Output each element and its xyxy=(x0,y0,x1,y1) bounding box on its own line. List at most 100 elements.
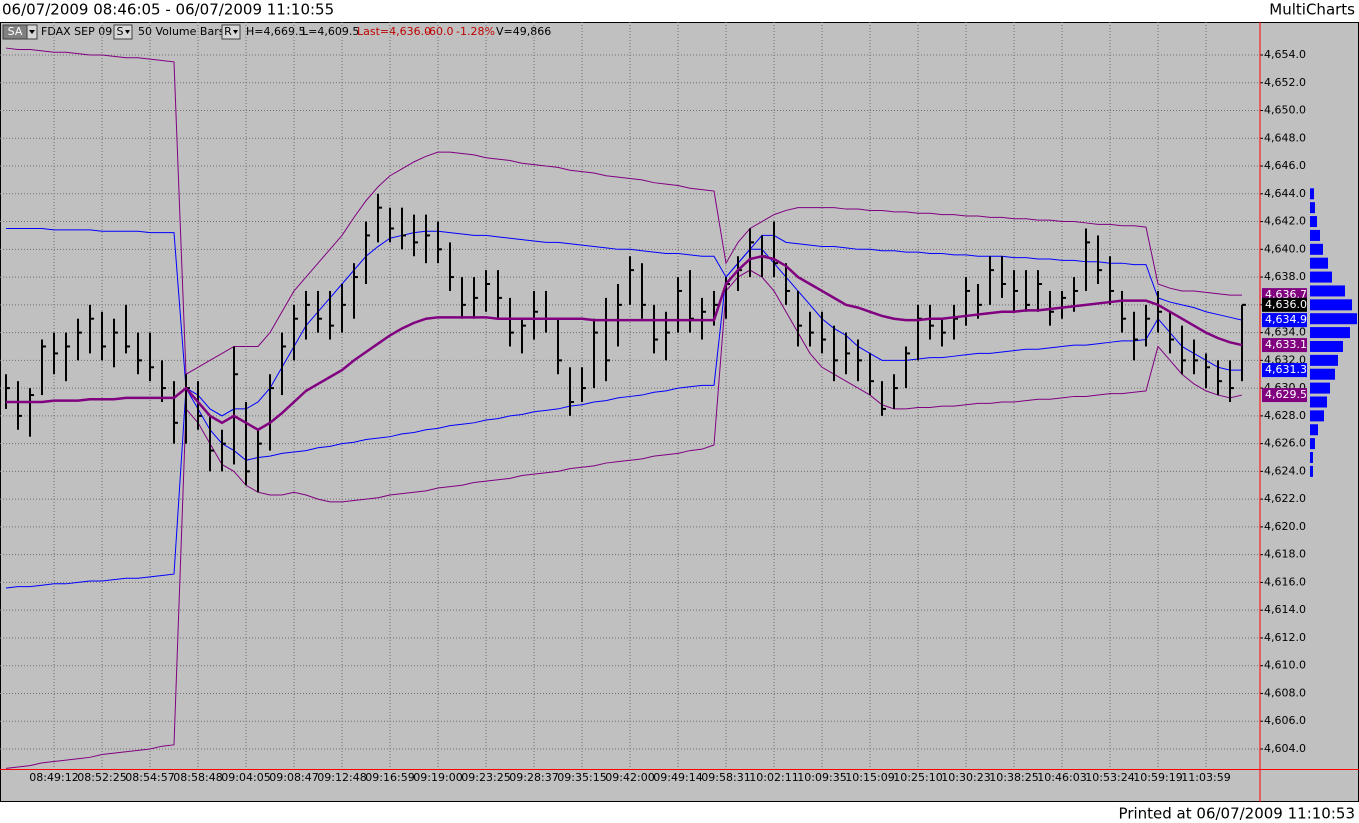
x-tick-label: 08:58:48 xyxy=(173,771,222,784)
symbol-name: FDAX SEP 09 xyxy=(41,25,112,38)
y-tick-label: 4,606.0 xyxy=(1264,714,1306,727)
chart-background xyxy=(0,22,1359,802)
volume-profile-bar xyxy=(1310,285,1345,297)
volume-profile-bar xyxy=(1310,271,1332,283)
dropdown-arrow xyxy=(29,30,35,34)
x-tick-label: 10:02:11 xyxy=(749,771,798,784)
volume-profile-bar xyxy=(1310,243,1323,255)
y-tick-label: 4,642.0 xyxy=(1264,215,1306,228)
x-tick-label: 10:46:03 xyxy=(1037,771,1086,784)
y-tick-label: 4,616.0 xyxy=(1264,575,1306,588)
y-tick-label: 4,628.0 xyxy=(1264,409,1306,422)
volume-profile-bar xyxy=(1310,465,1313,477)
x-tick-label: 10:09:35 xyxy=(797,771,846,784)
volume-profile-bar xyxy=(1310,229,1320,241)
volume-profile-bar xyxy=(1310,396,1327,408)
symbol-button-label[interactable]: SA xyxy=(8,25,23,38)
volume: V=49,866 xyxy=(496,25,551,38)
y-tick-label: 4,644.0 xyxy=(1264,187,1306,200)
volume-profile-bar xyxy=(1310,424,1318,436)
y-tick-label: 4,654.0 xyxy=(1264,48,1306,61)
x-tick-label: 09:58:31 xyxy=(701,771,750,784)
indicator-line xyxy=(5,248,1242,589)
y-tick-label: 4,604.0 xyxy=(1264,742,1306,755)
indicator-line xyxy=(6,227,1243,417)
y-tick-label: 4,618.0 xyxy=(1264,548,1306,561)
price-marker-label: 4,636.0 xyxy=(1265,298,1307,311)
price-marker-label: 4,631.3 xyxy=(1265,363,1307,376)
volume-profile-bar xyxy=(1310,382,1330,394)
x-tick-label: 09:19:00 xyxy=(413,771,462,784)
x-tick-label: 10:30:23 xyxy=(941,771,990,784)
volume-profile-bar xyxy=(1310,216,1317,228)
x-tick-label: 09:35:15 xyxy=(557,771,606,784)
x-tick-label: 09:16:59 xyxy=(365,771,414,784)
price-marker xyxy=(1262,388,1307,403)
price-marker-label: 4,629.5 xyxy=(1265,388,1307,401)
x-tick-label: 10:59:19 xyxy=(1133,771,1182,784)
volume-profile-bar xyxy=(1310,438,1315,450)
y-tick-label: 4,608.0 xyxy=(1264,686,1306,699)
volume-profile-bar xyxy=(1310,452,1313,464)
y-tick-label: 4,610.0 xyxy=(1264,659,1306,672)
indicator-line xyxy=(6,254,1243,432)
plot-layer: 4,604.0 4,606.0 4,608.0 4,610.0 4,612.0 4,614… xyxy=(0,22,1357,784)
y-tick-label: 4,614.0 xyxy=(1264,603,1306,616)
x-tick-label: 09:08:47 xyxy=(269,771,318,784)
x-tick-label: 08:52:25 xyxy=(77,771,126,784)
price-marker-label: 4,634.9 xyxy=(1265,313,1307,326)
x-tick-label: 09:49:14 xyxy=(653,771,702,784)
y-tick-label: 4,612.0 xyxy=(1264,631,1306,644)
x-tick-label: 10:25:10 xyxy=(893,771,942,784)
y-tick-label: 4,624.0 xyxy=(1264,464,1306,477)
volume-profile-bar xyxy=(1310,410,1324,422)
price-marker xyxy=(1262,363,1307,378)
volume-profile-bar xyxy=(1310,188,1314,200)
y-tick-label: 4,634.0 xyxy=(1264,326,1306,339)
x-tick-label: 11:03:59 xyxy=(1181,771,1230,784)
range-button-label[interactable]: R xyxy=(224,25,232,38)
indicator-line xyxy=(5,269,1243,769)
y-tick-label: 4,646.0 xyxy=(1264,159,1306,172)
volume-profile-bar xyxy=(1310,327,1350,339)
x-tick-label: 09:28:37 xyxy=(509,771,558,784)
session-button[interactable] xyxy=(113,24,133,40)
y-tick-label: 4,638.0 xyxy=(1264,270,1306,283)
net-change: -60.0 xyxy=(425,25,453,38)
app-name: MultiCharts xyxy=(1269,1,1355,19)
status-bar: SA FDAX SEP 09 S 50 Volume Bars R H=4,66… xyxy=(2,24,551,40)
price-marker xyxy=(1262,338,1307,353)
x-tick-label: 09:04:05 xyxy=(221,771,270,784)
session-button-label[interactable]: S xyxy=(117,25,124,38)
pct-change: -1.28% xyxy=(456,25,495,38)
x-tick-label: 08:54:57 xyxy=(125,771,174,784)
x-tick-label: 08:49:12 xyxy=(29,771,78,784)
last-price: Last=4,636.0 xyxy=(357,25,431,38)
range-button[interactable] xyxy=(221,24,241,40)
volume-profile-bar xyxy=(1310,202,1315,214)
volume-profile-bar xyxy=(1310,368,1335,380)
x-tick-label: 09:12:48 xyxy=(317,771,366,784)
x-tick-label: 09:42:00 xyxy=(605,771,654,784)
y-tick-label: 4,650.0 xyxy=(1264,104,1306,117)
volume-profile-bar xyxy=(1310,354,1338,366)
window-title: 06/07/2009 08:46:05 - 06/07/2009 11:10:5… xyxy=(2,1,334,19)
y-tick-label: 4,648.0 xyxy=(1264,131,1306,144)
x-tick-label: 10:15:09 xyxy=(845,771,894,784)
y-tick-label: 4,620.0 xyxy=(1264,520,1306,533)
volume-profile-bar xyxy=(1310,313,1357,325)
dropdown-arrow xyxy=(125,30,130,34)
interval: 50 Volume Bars xyxy=(138,25,225,38)
x-tick-label: 10:38:25 xyxy=(989,771,1038,784)
session-low: L=4,609.5 xyxy=(302,25,359,38)
x-tick-label: 10:53:24 xyxy=(1085,771,1134,784)
y-tick-label: 4,640.0 xyxy=(1264,242,1306,255)
print-footer: Printed at 06/07/2009 11:10:53 xyxy=(1119,805,1355,823)
y-tick-label: 4,652.0 xyxy=(1264,76,1306,89)
y-tick-label: 4,622.0 xyxy=(1264,492,1306,505)
volume-profile-bar xyxy=(1310,340,1343,352)
indicator-line xyxy=(5,47,1242,376)
y-tick-label: 4,626.0 xyxy=(1264,437,1306,450)
